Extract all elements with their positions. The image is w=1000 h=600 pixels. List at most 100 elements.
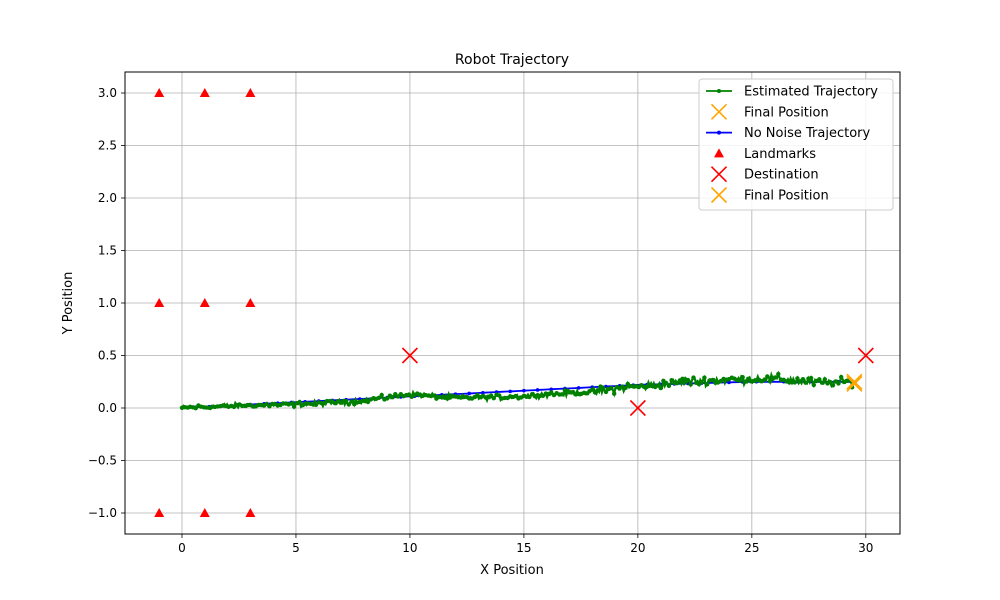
estimated-trajectory-point [560,392,565,397]
final-position-marker [846,375,863,392]
estimated-trajectory-point [346,402,351,407]
estimated-trajectory-point [663,380,669,386]
destination-marker-stroke [857,347,874,364]
landmark-marker [154,508,165,517]
estimated-trajectory-point [601,385,606,390]
estimated-trajectory-point [808,375,814,381]
legend-dot-swatch [717,89,721,93]
legend-frame [698,78,894,211]
x-tick-label: 0 [178,541,186,555]
estimated-trajectory-point [811,382,816,388]
estimated-trajectory-point [595,388,600,393]
estimated-trajectory-point [669,378,674,383]
estimated-trajectory-point [376,395,382,400]
estimated-trajectory-point [379,392,384,398]
estimated-trajectory-point [658,385,663,391]
legend-triangle-swatch [714,148,724,158]
estimated-trajectory-point [773,375,778,380]
estimated-trajectory-point [710,377,715,383]
landmark-marker [154,88,165,97]
no-noise-trajectory-point [549,387,554,392]
landmark-marker [245,298,256,307]
destination-marker [857,347,874,364]
landmark-marker [245,508,256,517]
estimated-trajectory-point [297,399,302,405]
estimated-trajectory-point [699,380,704,385]
estimated-trajectory-point [612,391,617,396]
legend-x-swatch [710,186,728,204]
estimated-trajectory-point [795,376,800,381]
x-tick-label: 20 [630,541,645,555]
legend-x-swatch [710,103,728,120]
y-tick-label: 1.0 [98,296,117,310]
estimated-trajectory-point [603,389,609,395]
landmark-marker [245,88,256,97]
y-tick-label: 2.5 [98,139,117,153]
landmark-marker [154,298,165,307]
estimated-trajectory-point [792,380,797,385]
legend-x-swatch [710,166,728,183]
estimated-trajectory-point [800,377,806,382]
estimated-trajectory-point [549,390,554,395]
y-tick-label: −0.5 [88,454,117,468]
destination-marker [401,347,418,364]
estimated-trajectory-point [743,379,748,384]
estimated-trajectory-point [740,375,745,380]
estimated-trajectory-point [702,375,707,380]
legend-label: Estimated Trajectory [744,85,878,100]
estimated-trajectory-point [836,381,841,386]
no-noise-trajectory-point [535,388,540,392]
estimated-trajectory-point [609,386,614,391]
legend-label: Final Position [744,189,829,204]
x-tick-label: 15 [516,541,531,555]
estimated-trajectory-point [685,377,691,383]
estimated-trajectory-point [819,380,825,385]
legend: Estimated Trajectory Final Position No Noi… [698,78,894,211]
y-tick-label: 0.0 [98,401,117,415]
x-axis-label: X Position [480,563,544,578]
landmark-marker [199,88,210,97]
x-tick-label: 25 [744,541,759,555]
y-tick-label: 2.0 [98,191,117,205]
estimated-trajectory-point [343,398,349,404]
estimated-trajectory-point [384,396,390,401]
estimated-trajectory-point [491,396,496,401]
legend-label: Destination [744,168,819,183]
estimated-trajectory-point [705,382,710,387]
destination-marker-stroke [629,399,646,417]
estimated-trajectory-point [737,378,743,383]
estimated-trajectory-point [590,387,595,392]
estimated-trajectory-point [390,395,395,400]
no-noise-trajectory-point [727,380,731,385]
no-noise-trajectory-point [522,388,526,393]
estimated-trajectory-point [762,377,767,382]
landmark-marker [199,298,210,307]
y-tick-label: 1.5 [98,244,117,258]
y-tick-label: 3.0 [98,86,117,100]
final-position-marker-stroke [846,373,863,390]
estimated-trajectory-point [291,404,297,409]
legend-label: No Noise Trajectory [744,126,870,141]
x-tick-label: 30 [858,541,873,555]
estimated-trajectory-point [655,383,661,388]
estimated-trajectory-point [674,381,680,386]
estimated-trajectory-point [622,385,628,391]
estimated-trajectory-point [828,379,833,385]
no-noise-trajectory-point [576,386,581,390]
estimated-trajectory-point [193,406,198,411]
estimated-trajectory-point [431,393,436,398]
plot-data [154,88,874,517]
estimated-trajectory-point [776,371,781,377]
legend-dot-swatch [717,130,721,135]
estimated-trajectory-point [830,383,836,388]
estimated-trajectory-point [822,377,827,382]
x-tick-label: 5 [292,541,300,555]
legend-label: Landmarks [744,147,816,162]
legend-x-swatch-stroke [710,166,728,183]
legend-x-swatch-stroke [710,186,728,204]
landmark-marker [199,508,210,517]
estimated-trajectory-point [839,374,844,380]
destination-marker [629,399,646,417]
x-tick-label: 10 [402,541,417,555]
estimated-trajectory-point [803,380,808,385]
